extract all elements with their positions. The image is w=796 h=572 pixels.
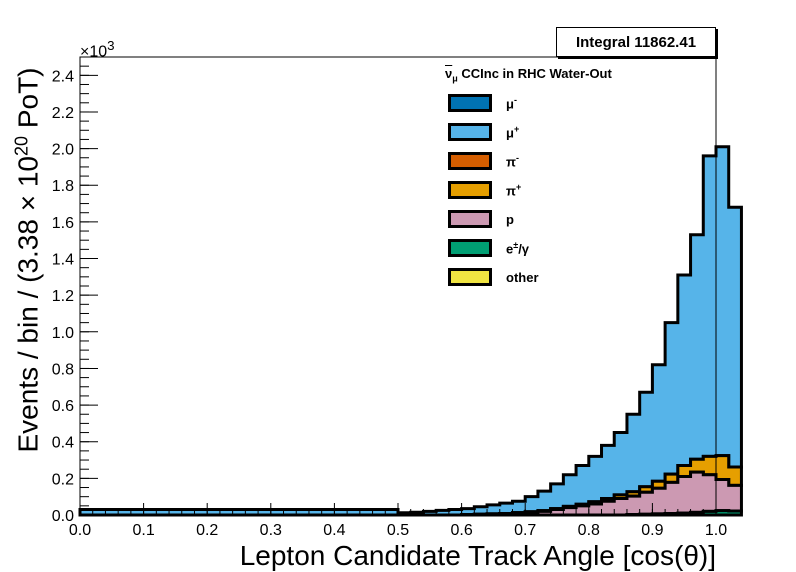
legend-entry: e±/γ <box>448 236 529 260</box>
y-tick-label: 0.8 <box>52 361 74 378</box>
legend-entry: other <box>448 265 539 289</box>
legend-label: π- <box>506 152 519 170</box>
legend-entry: μ+ <box>448 120 519 144</box>
x-tick-label: 0.7 <box>514 522 536 539</box>
legend-swatch <box>448 268 492 286</box>
legend-label: other <box>506 269 539 285</box>
legend-swatch <box>448 210 492 228</box>
y-tick-label: 1.0 <box>52 325 74 342</box>
legend-swatch <box>448 94 492 112</box>
legend-label: μ- <box>506 94 517 112</box>
y-tick-label: 2.2 <box>52 105 74 122</box>
legend-label: p <box>506 211 514 227</box>
x-tick-label: 0.6 <box>450 522 472 539</box>
legend-entry: π+ <box>448 178 521 202</box>
integral-box: Integral 11862.41 <box>556 27 716 57</box>
x-tick-label: 0.3 <box>260 522 282 539</box>
legend-label: μ+ <box>506 123 520 141</box>
legend-swatch <box>448 181 492 199</box>
x-tick-label: 0.5 <box>387 522 409 539</box>
x-tick-label: 0.2 <box>196 522 218 539</box>
y-tick-label: 0.4 <box>52 435 74 452</box>
legend-entry: μ- <box>448 91 517 115</box>
x-tick-label: 0.9 <box>641 522 663 539</box>
y-tick-label: 0.6 <box>52 398 74 415</box>
x-tick-label: 0.0 <box>69 522 91 539</box>
y-tick-label: 1.4 <box>52 252 74 269</box>
x-tick-label: 1.0 <box>705 522 727 539</box>
x-tick-label: 0.1 <box>132 522 154 539</box>
legend-swatch <box>448 152 492 170</box>
y-tick-label: 1.6 <box>52 215 74 232</box>
legend-label: e±/γ <box>506 239 530 257</box>
series-μ+ <box>78 145 743 517</box>
y-tick-label: 0.2 <box>52 471 74 488</box>
y-axis-title: Events / bin / (3.38 × 1020 PoT) <box>11 67 44 453</box>
x-tick-label: 0.8 <box>578 522 600 539</box>
y-tick-label: 1.8 <box>52 178 74 195</box>
y-tick-label: 2.0 <box>52 142 74 159</box>
y-tick-label: 0.0 <box>52 508 74 525</box>
x-axis-title: Lepton Candidate Track Angle [cos(θ)] <box>239 540 716 571</box>
y-axis-exponent: ×103 <box>80 38 115 61</box>
legend-label: π+ <box>506 181 522 199</box>
legend-title: νμ CCInc in RHC Water-Out <box>445 66 612 84</box>
legend-swatch <box>448 123 492 141</box>
y-tick-label: 2.4 <box>52 68 74 85</box>
x-tick-label: 0.4 <box>323 522 345 539</box>
y-tick-label: 1.2 <box>52 288 74 305</box>
legend-entry: π- <box>448 149 519 173</box>
legend-swatch <box>448 239 492 257</box>
legend-entry: p <box>448 207 514 231</box>
